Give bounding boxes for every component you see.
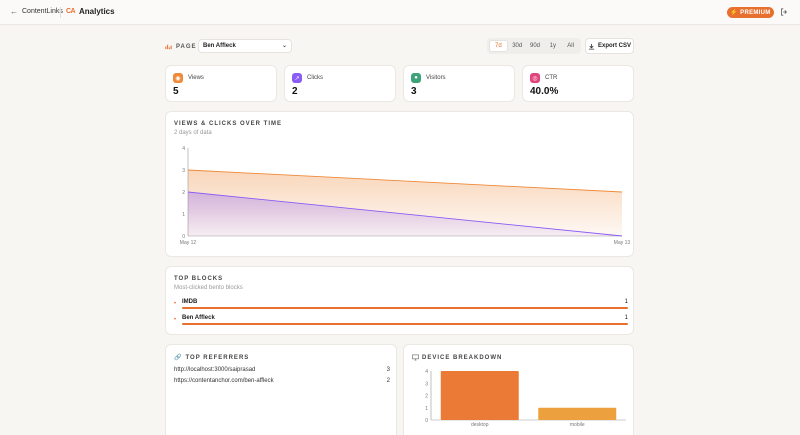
page-select[interactable]: Ben Affleck ⌄	[198, 39, 292, 53]
stat-card-ctr: ◎ CTR 40.0%	[522, 65, 634, 102]
stat-value: 5	[173, 86, 179, 97]
range-30d[interactable]: 30d	[512, 43, 523, 49]
date-range-tabs: 7d 30d 90d 1y All	[487, 38, 581, 54]
cursor-icon: ↗	[292, 73, 302, 83]
stat-card-clicks: ↗ Clicks 2	[284, 65, 396, 102]
logout-icon[interactable]	[780, 8, 788, 16]
page-selector-label: PAGE	[165, 43, 197, 50]
stat-label: Clicks	[307, 75, 323, 81]
bolt-icon: ⚡	[730, 10, 739, 16]
devices-heading: DEVICE BREAKDOWN	[412, 354, 502, 361]
eye-icon: ◉	[173, 73, 183, 83]
page-title: Analytics	[79, 7, 115, 16]
y-tick-label: 3	[182, 168, 185, 174]
block-name: IMDB	[182, 299, 198, 305]
logo: CA	[66, 8, 76, 15]
premium-label: PREMIUM	[740, 9, 771, 16]
referrer-count: 3	[386, 367, 390, 373]
bar-chart-icon	[165, 44, 172, 50]
top-blocks-card: TOP BLOCKS Most-clicked bento blocks • I…	[165, 266, 634, 335]
y-tick-label: 2	[182, 190, 185, 196]
top-blocks-title: TOP BLOCKS	[174, 276, 224, 282]
block-bar	[182, 323, 628, 325]
referrers-title: TOP REFERRERS	[185, 354, 250, 361]
referrer-url: https://contentanchor.com/ben-affleck	[174, 378, 274, 384]
y-tick-label: 2	[425, 394, 428, 400]
bar	[538, 407, 617, 420]
stat-value: 40.0%	[530, 86, 559, 97]
stat-label: Views	[188, 75, 204, 81]
export-label: Export CSV	[597, 43, 631, 49]
series-line	[187, 169, 623, 193]
referrer-count: 2	[386, 378, 390, 384]
referrer-url: http://localhost:3000/saiprasad	[174, 367, 256, 373]
stat-value: 2	[292, 86, 298, 97]
list-item[interactable]: • IMDB 1	[174, 299, 628, 313]
monitor-icon	[412, 354, 419, 361]
y-tick-label: 1	[182, 212, 185, 218]
chart-subtitle: 2 days of data	[174, 130, 212, 136]
top-bar: ← ContentLinks CA Analytics ⚡ PREMIUM	[0, 0, 800, 25]
block-bar	[182, 307, 628, 309]
stat-label: Visitors	[426, 75, 446, 81]
stat-card-views: ◉ Views 5	[165, 65, 277, 102]
y-tick-label: 0	[425, 418, 428, 424]
y-tick-label: 0	[182, 234, 185, 240]
arrow-left-icon: ←	[10, 7, 18, 16]
download-icon	[588, 43, 595, 50]
dot-icon: •	[174, 301, 177, 307]
y-tick-label: 1	[425, 406, 428, 412]
range-all[interactable]: All	[567, 43, 574, 49]
dot-icon: •	[174, 317, 177, 323]
chart-title: VIEWS & CLICKS OVER TIME	[174, 121, 283, 127]
stat-value: 3	[411, 86, 417, 97]
x-tick-label: mobile	[570, 422, 585, 428]
area-chart: 0 1 2 3 4 May 12 May 13	[180, 146, 631, 246]
y-tick-label: 4	[182, 146, 185, 152]
block-count: 1	[624, 315, 628, 321]
list-item[interactable]: http://localhost:3000/saiprasad 3	[174, 367, 390, 373]
users-icon: ●	[411, 73, 421, 83]
x-tick-label: May 13	[614, 240, 631, 246]
devices-title: DEVICE BREAKDOWN	[422, 354, 503, 361]
link-icon: 🔗	[174, 355, 183, 361]
page-select-value: Ben Affleck	[203, 43, 236, 49]
x-tick-label: desktop	[471, 422, 489, 428]
referrers-heading: 🔗 TOP REFERRERS	[174, 354, 250, 362]
y-tick-label: 4	[425, 369, 428, 375]
range-1y[interactable]: 1y	[549, 43, 556, 49]
page-label: PAGE	[176, 43, 197, 50]
device-breakdown-card: DEVICE BREAKDOWN 0 1 2 3 4 desktop mobile	[403, 344, 634, 435]
stat-label: CTR	[545, 75, 558, 81]
block-count: 1	[624, 299, 628, 305]
stat-card-visitors: ● Visitors 3	[403, 65, 515, 102]
top-blocks-subtitle: Most-clicked bento blocks	[174, 285, 243, 291]
series-line	[187, 191, 623, 237]
chevron-down-icon: ⌄	[281, 43, 287, 49]
premium-badge[interactable]: ⚡ PREMIUM	[727, 7, 774, 18]
export-csv-button[interactable]: Export CSV	[585, 38, 634, 54]
back-link[interactable]: ← ContentLinks	[10, 7, 63, 16]
range-7d[interactable]: 7d	[489, 40, 508, 52]
list-item[interactable]: https://contentanchor.com/ben-affleck 2	[174, 378, 390, 384]
back-link-label: ContentLinks	[22, 8, 63, 15]
list-item[interactable]: • Ben Affleck 1	[174, 315, 628, 329]
x-tick-label: May 12	[180, 240, 197, 246]
top-referrers-card: 🔗 TOP REFERRERS http://localhost:3000/sa…	[165, 344, 397, 435]
block-name: Ben Affleck	[182, 315, 215, 321]
views-clicks-chart-card: VIEWS & CLICKS OVER TIME 2 days of data …	[165, 111, 634, 257]
target-icon: ◎	[530, 73, 540, 83]
device-bar-chart: 0 1 2 3 4 desktop mobile	[425, 369, 626, 428]
bar	[440, 371, 519, 420]
range-90d[interactable]: 90d	[529, 43, 540, 49]
y-tick-label: 3	[425, 381, 428, 387]
divider	[60, 7, 61, 18]
